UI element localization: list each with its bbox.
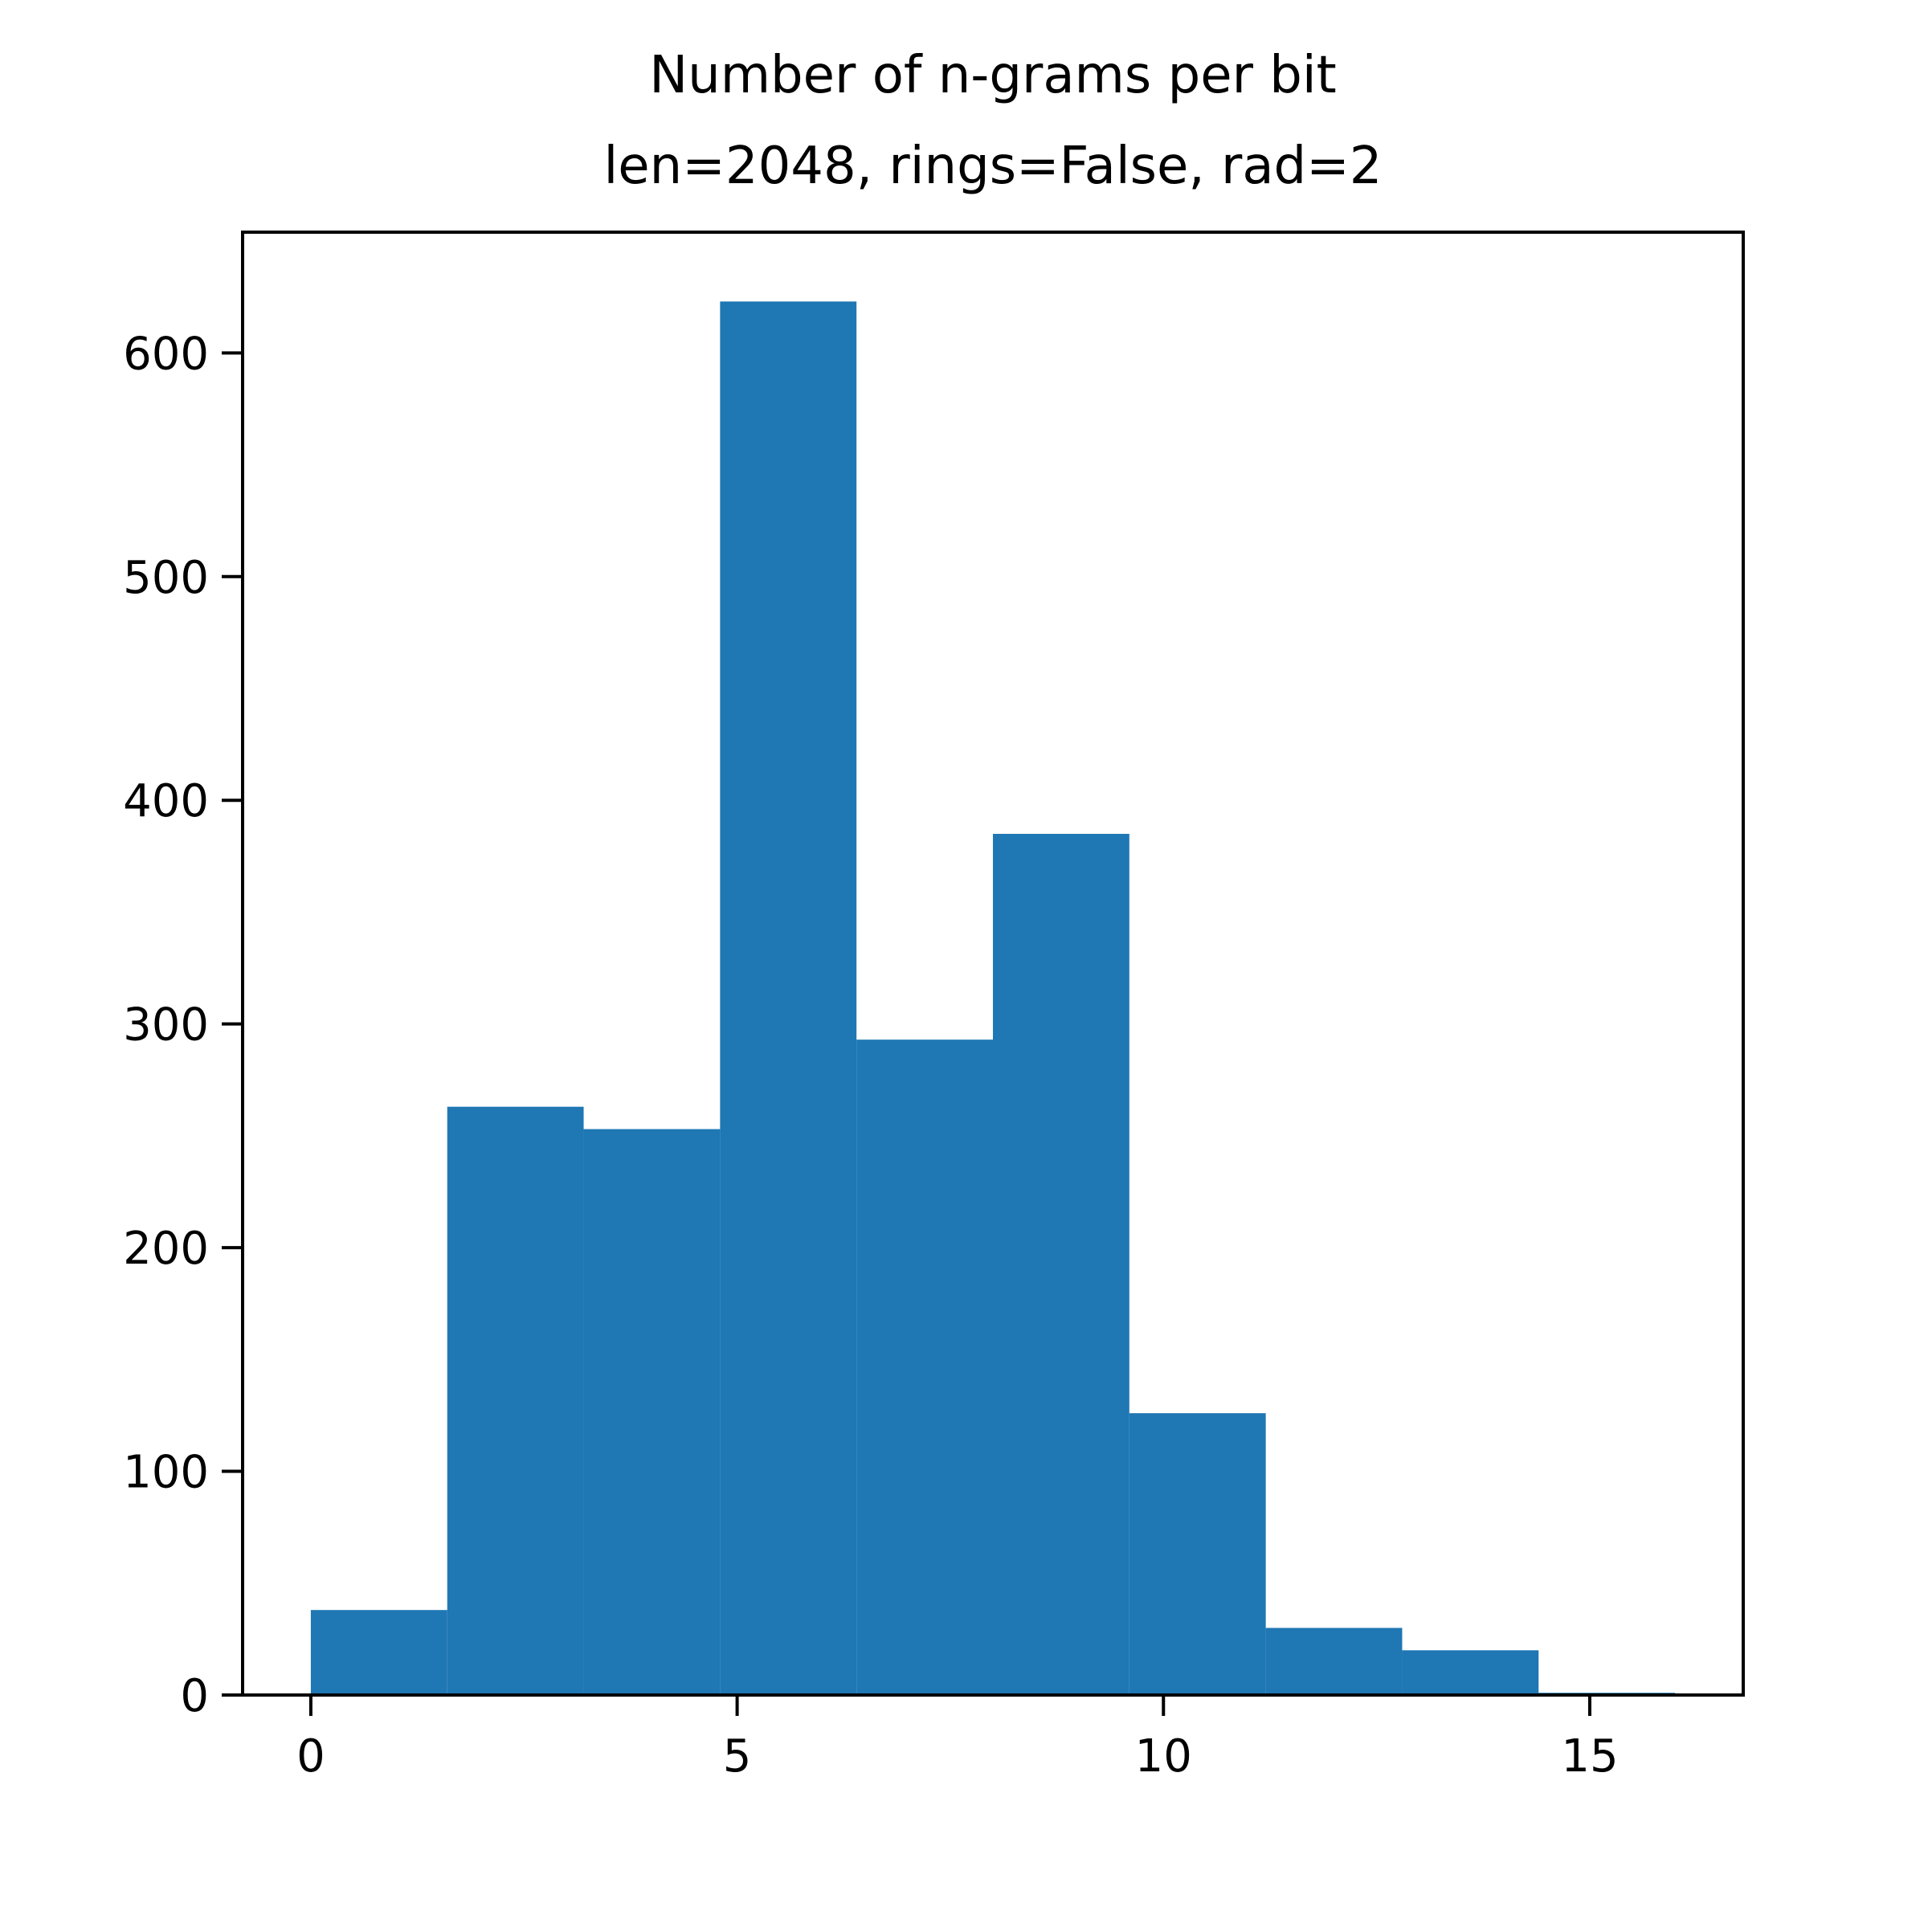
y-tick-label: 600 <box>123 328 209 380</box>
histogram-bar-1 <box>447 1106 584 1695</box>
histogram-bar-3 <box>720 301 857 1695</box>
y-tick-label: 0 <box>180 1670 209 1722</box>
y-tick-label: 300 <box>123 999 209 1052</box>
chart-title-line-1: Number of n-grams per bit <box>649 46 1336 105</box>
histogram-bar-4 <box>856 1040 993 1695</box>
histogram-bar-2 <box>583 1129 721 1695</box>
y-tick-label: 400 <box>123 775 209 827</box>
x-tick-label: 10 <box>1135 1730 1192 1783</box>
tick-group: 0 5 10 15 0 100 200 300 400 500 600 <box>123 328 1618 1783</box>
x-tick-label: 5 <box>723 1730 752 1783</box>
histogram-bar-5 <box>993 834 1129 1695</box>
histogram-bar-0 <box>310 1610 447 1695</box>
y-tick-label: 100 <box>123 1447 209 1499</box>
x-tick-label: 0 <box>296 1730 325 1783</box>
plot-frame <box>241 231 1745 1697</box>
bar-group <box>310 301 1676 1695</box>
x-tick-label: 15 <box>1561 1730 1618 1783</box>
histogram-bar-7 <box>1265 1628 1403 1695</box>
y-tick-label: 500 <box>123 552 209 604</box>
chart-title-line-2: len=2048, rings=False, rad=2 <box>604 137 1383 196</box>
y-tick-label: 200 <box>123 1223 209 1275</box>
histogram-bar-8 <box>1402 1650 1539 1695</box>
histogram-bar-6 <box>1129 1413 1266 1695</box>
